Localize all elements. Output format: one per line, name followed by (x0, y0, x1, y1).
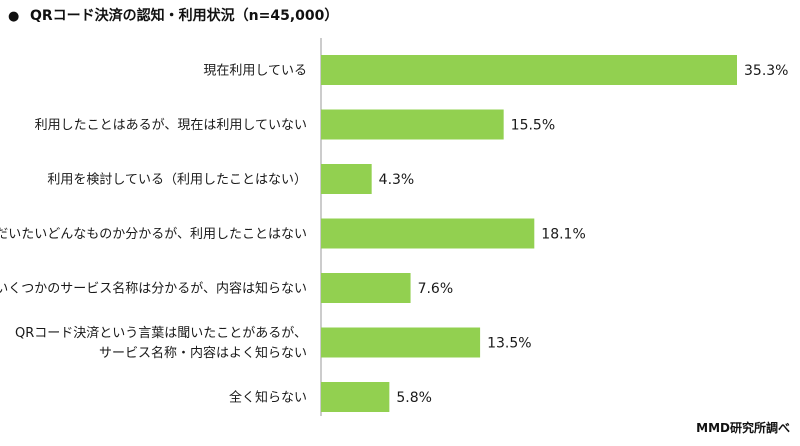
bar-1 (321, 109, 504, 140)
category-label-3: だいたいどんなものか分かるが、利用したことはない (0, 227, 307, 242)
source-note: MMD研究所調べ (696, 420, 790, 435)
category-label-0: 現在利用している (203, 64, 307, 79)
category-label-6: 全く知らない (229, 390, 307, 406)
chart-title-group: ● QRコード決済の認知・利用状況（n=45,000） (8, 7, 338, 24)
category-label-5-line-0: QRコード決済という言葉は聞いたことがあるが、 (15, 325, 307, 341)
value-label-6: 5.8% (396, 390, 432, 406)
value-label-3: 18.1% (541, 227, 585, 243)
bar-5 (321, 327, 481, 358)
value-label-4: 7.6% (418, 281, 454, 297)
value-label-5: 13.5% (487, 336, 531, 352)
value-label-1: 15.5% (511, 118, 555, 134)
bar-3 (321, 218, 535, 249)
category-label-5-line-1: サービス名称・内容はよく知らない (99, 345, 307, 361)
value-label-0: 35.3% (744, 63, 788, 79)
category-label-4: いくつかのサービス名称は分かるが、内容は知らない (0, 281, 307, 297)
value-labels-layer: 35.3% 15.5% 4.3% 18.1% 7.6% 13.5% 5.8% (379, 63, 789, 406)
category-label-1: 利用したことはあるが、現在は利用していない (35, 118, 307, 133)
title-bullet: ● (8, 9, 19, 24)
bar-4 (321, 273, 411, 303)
value-label-2: 4.3% (379, 172, 415, 188)
bar-6 (321, 382, 390, 412)
bar-0 (321, 55, 737, 85)
bars-layer (321, 55, 737, 412)
category-label-2: 利用を検討している（利用したことはない） (47, 172, 307, 188)
category-labels-layer: 現在利用している利用したことはあるが、現在は利用していない利用を検討している（利… (0, 64, 307, 406)
chart-title: QRコード決済の認知・利用状況（n=45,000） (30, 7, 338, 24)
bar-2 (321, 164, 372, 194)
